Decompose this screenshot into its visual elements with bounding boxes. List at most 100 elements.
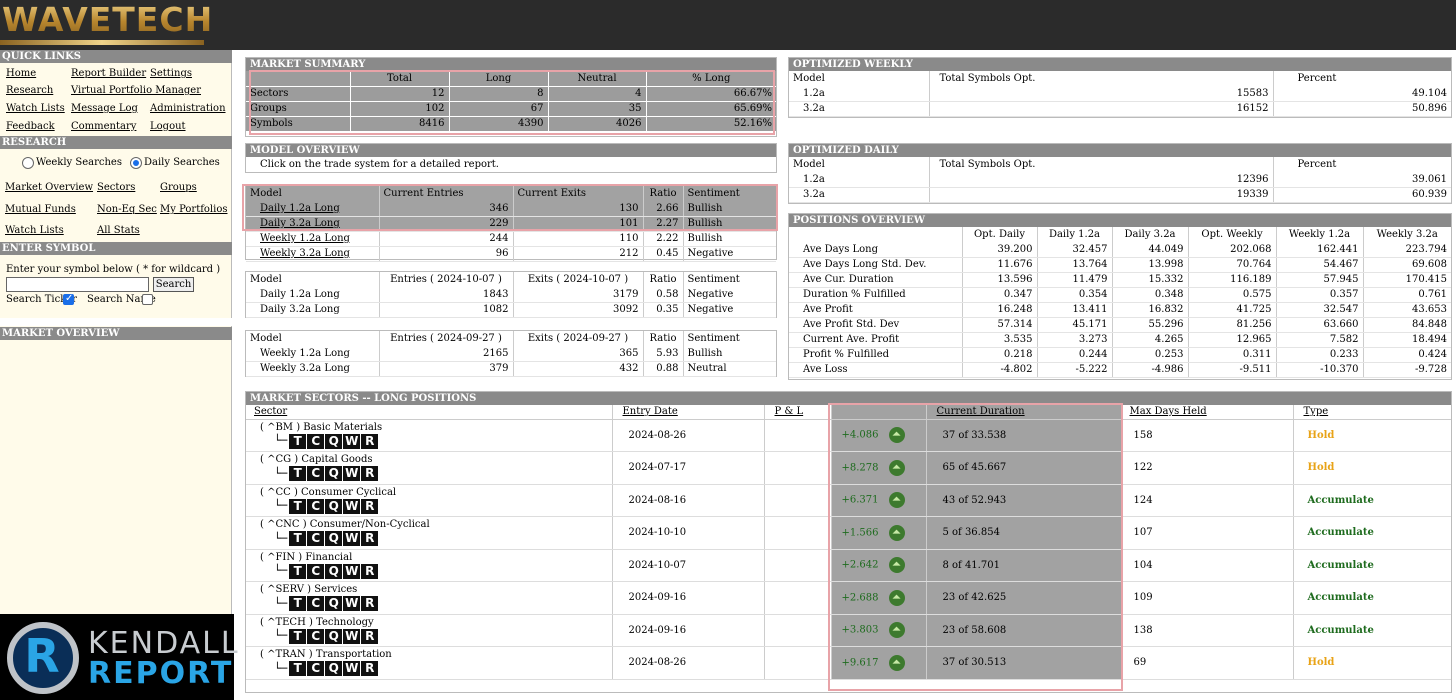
tcqwr-button-c[interactable]: C (307, 466, 325, 482)
tcqwr-button-w[interactable]: W (343, 661, 361, 677)
daily-searches-radio[interactable] (130, 157, 142, 169)
tcqwr-button-r[interactable]: R (361, 433, 379, 449)
search-name-checkbox[interactable] (142, 294, 153, 305)
model-link-daily-3-2a[interactable]: Daily 3.2a Long (246, 216, 380, 232)
cell: 346 (379, 201, 514, 217)
quick-link-watch-lists[interactable]: Watch Lists (6, 103, 65, 114)
research-link-mutual-funds[interactable]: Mutual Funds (5, 204, 76, 215)
sort-header-sector[interactable]: Sector (246, 405, 613, 420)
tcqwr-button-t[interactable]: T (289, 498, 307, 514)
tcqwr-button-q[interactable]: Q (325, 628, 343, 644)
col-header: Neutral (548, 71, 647, 87)
weekly-searches-radio[interactable] (22, 157, 34, 169)
search-ticker-checkbox[interactable] (63, 293, 74, 305)
tcqwr-button-w[interactable]: W (343, 596, 361, 612)
cell: 130 (513, 201, 644, 217)
model-link-weekly-1-2a[interactable]: Weekly 1.2a Long (246, 231, 380, 247)
research-link-market-overview[interactable]: Market Overview (5, 182, 94, 193)
symbol-search-button[interactable]: Search (153, 277, 194, 292)
tcqwr-button-r[interactable]: R (361, 596, 379, 612)
tcqwr-button-r[interactable]: R (361, 466, 379, 482)
tcqwr-button-q[interactable]: Q (325, 466, 343, 482)
research-link-my-portfolios[interactable]: My Portfolios (160, 204, 228, 215)
tcqwr-button-c[interactable]: C (307, 498, 325, 514)
pl-spacer-header (831, 405, 927, 420)
quick-link-research[interactable]: Research (6, 85, 54, 96)
tcqwr-button-w[interactable]: W (343, 498, 361, 514)
current-duration: 65 of 45.667 (926, 451, 1122, 485)
symbol-input[interactable] (6, 277, 149, 292)
tcqwr-button-c[interactable]: C (307, 661, 325, 677)
tcqwr-button-t[interactable]: T (289, 563, 307, 579)
tcqwr-button-t[interactable]: T (289, 596, 307, 612)
tcqwr-button-w[interactable]: W (343, 628, 361, 644)
sort-header-max-days-held[interactable]: Max Days Held (1121, 405, 1294, 420)
optimized-daily-panel: OPTIMIZED DAILY Model Total Symbols Opt.… (788, 143, 1452, 204)
cell: 35 (548, 101, 647, 117)
tcqwr-button-q[interactable]: Q (325, 563, 343, 579)
tcqwr-button-c[interactable]: C (307, 596, 325, 612)
quick-link-commentary[interactable]: Commentary (71, 121, 137, 132)
daily-entries-table: Model Entries ( 2024-10-07 ) Exits ( 202… (246, 272, 776, 318)
tcqwr-button-t[interactable]: T (289, 661, 307, 677)
tcqwr-button-r[interactable]: R (361, 531, 379, 547)
sort-header-pl[interactable]: P & L (764, 405, 832, 420)
cell: 11.479 (1037, 272, 1113, 288)
quick-link-logout[interactable]: Logout (150, 121, 186, 132)
tcqwr-button-q[interactable]: Q (325, 661, 343, 677)
cell: Weekly 1.2a Long (246, 346, 380, 362)
col-header: Sentiment (687, 333, 740, 344)
cell: 8 (449, 86, 549, 102)
research-link-watch-lists[interactable]: Watch Lists (5, 225, 64, 236)
research-link-non-eq-sec[interactable]: Non-Eq Sec (97, 204, 157, 215)
model-link-weekly-3-2a[interactable]: Weekly 3.2a Long (246, 246, 380, 262)
quick-link-report-builder[interactable]: Report Builder (71, 68, 147, 79)
research-link-groups[interactable]: Groups (160, 182, 197, 193)
model-overview-note: Click on the trade system for a detailed… (260, 159, 499, 170)
tcqwr-button-t[interactable]: T (289, 433, 307, 449)
quick-link-home[interactable]: Home (6, 68, 37, 79)
tcqwr-button-c[interactable]: C (307, 433, 325, 449)
tcqwr-button-r[interactable]: R (361, 628, 379, 644)
tcqwr-button-q[interactable]: Q (325, 433, 343, 449)
positions-overview-panel: POSITIONS OVERVIEW Opt. Daily Daily 1.2a… (788, 213, 1452, 380)
wavetech-logo[interactable]: WAVETECH (2, 0, 214, 39)
tcqwr-button-r[interactable]: R (361, 498, 379, 514)
tcqwr-button-c[interactable]: C (307, 628, 325, 644)
research-link-sectors[interactable]: Sectors (97, 182, 136, 193)
quick-link-virtual-portfolio-manager[interactable]: Virtual Portfolio Manager (71, 85, 201, 96)
sort-header-current-duration[interactable]: Current Duration (926, 405, 1122, 420)
col-header: % Long (646, 71, 776, 87)
tcqwr-button-w[interactable]: W (343, 531, 361, 547)
tcqwr-button-w[interactable]: W (343, 466, 361, 482)
tcqwr-row: └─ T C Q W R (260, 596, 608, 612)
tcqwr-button-q[interactable]: Q (325, 596, 343, 612)
quick-link-feedback[interactable]: Feedback (6, 121, 55, 132)
tcqwr-button-c[interactable]: C (307, 563, 325, 579)
sector-cell: ( ^FIN ) Financial └─ T C Q W R (246, 549, 613, 582)
sort-header-entry-date[interactable]: Entry Date (612, 405, 765, 420)
quick-link-settings[interactable]: Settings (150, 68, 192, 79)
tcqwr-button-r[interactable]: R (361, 563, 379, 579)
research-link-all-stats[interactable]: All Stats (97, 225, 140, 236)
sort-header-type[interactable]: Type (1293, 405, 1451, 420)
entry-date: 2024-08-16 (612, 484, 765, 517)
col-header: Weekly 1.2a (1276, 227, 1364, 242)
cell: 0.218 (962, 347, 1038, 363)
cell: 0.45 (643, 246, 684, 262)
quick-link-message-log[interactable]: Message Log (71, 103, 138, 114)
tcqwr-button-r[interactable]: R (361, 661, 379, 677)
model-link-daily-1-2a[interactable]: Daily 1.2a Long (246, 201, 380, 217)
tree-branch-icon: └─ (274, 596, 288, 610)
current-duration: 23 of 42.625 (926, 581, 1122, 615)
quick-link-administration[interactable]: Administration (150, 103, 226, 114)
tcqwr-button-t[interactable]: T (289, 531, 307, 547)
tcqwr-button-q[interactable]: Q (325, 498, 343, 514)
tcqwr-button-q[interactable]: Q (325, 531, 343, 547)
tcqwr-button-w[interactable]: W (343, 563, 361, 579)
tcqwr-button-c[interactable]: C (307, 531, 325, 547)
tcqwr-button-w[interactable]: W (343, 433, 361, 449)
tcqwr-button-t[interactable]: T (289, 628, 307, 644)
tcqwr-button-t[interactable]: T (289, 466, 307, 482)
